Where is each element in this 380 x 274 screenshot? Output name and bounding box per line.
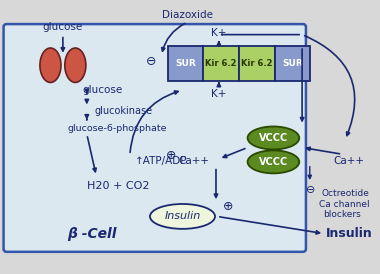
FancyBboxPatch shape — [276, 46, 310, 81]
Text: VCCC: VCCC — [259, 133, 288, 143]
Text: Ca++: Ca++ — [178, 156, 209, 166]
Ellipse shape — [40, 48, 61, 82]
Text: H20 + CO2: H20 + CO2 — [87, 181, 149, 191]
Text: glucose: glucose — [82, 85, 122, 95]
Text: glucose: glucose — [43, 22, 83, 32]
Ellipse shape — [247, 150, 299, 173]
Text: ↑ATP/ADP: ↑ATP/ADP — [135, 156, 187, 166]
Text: glucose-6-phosphate: glucose-6-phosphate — [68, 124, 167, 133]
Text: ⊖: ⊖ — [306, 185, 315, 195]
Text: ⊕: ⊕ — [223, 200, 234, 213]
Text: SUR: SUR — [175, 59, 196, 68]
Text: β -Cell: β -Cell — [67, 227, 116, 241]
Text: K+: K+ — [211, 89, 226, 99]
Ellipse shape — [150, 204, 215, 229]
Ellipse shape — [247, 127, 299, 149]
FancyBboxPatch shape — [168, 46, 203, 81]
Ellipse shape — [65, 48, 86, 82]
Text: Kir 6.2: Kir 6.2 — [205, 59, 236, 68]
Text: ⊖: ⊖ — [146, 55, 156, 68]
Text: K+: K+ — [211, 28, 226, 38]
Text: VCCC: VCCC — [259, 157, 288, 167]
FancyBboxPatch shape — [239, 46, 276, 81]
Text: Insulin: Insulin — [165, 212, 201, 221]
Text: SUR: SUR — [282, 59, 303, 68]
Text: glucokinase: glucokinase — [95, 106, 153, 116]
FancyBboxPatch shape — [3, 24, 306, 252]
Text: Diazoxide: Diazoxide — [162, 10, 213, 21]
Text: Octreotide: Octreotide — [321, 189, 369, 198]
FancyBboxPatch shape — [203, 46, 239, 81]
Text: Ca channel: Ca channel — [319, 201, 370, 209]
Text: Insulin: Insulin — [326, 227, 373, 240]
Text: blockers: blockers — [323, 210, 361, 219]
Text: Ca++: Ca++ — [334, 156, 365, 166]
Text: Kir 6.2: Kir 6.2 — [241, 59, 273, 68]
Text: ⊕: ⊕ — [166, 149, 176, 162]
